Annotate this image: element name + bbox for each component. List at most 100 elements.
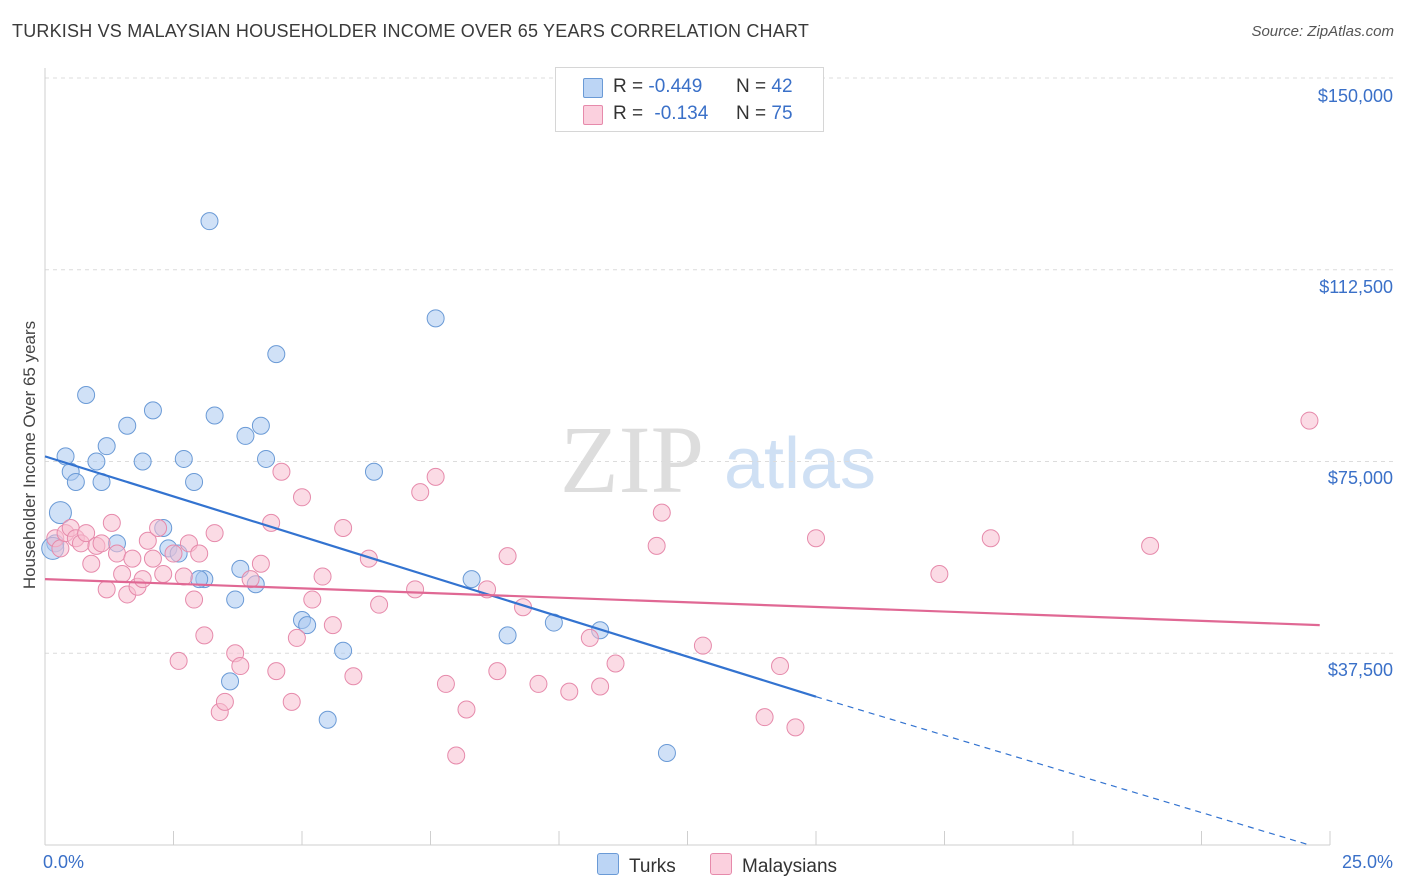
bottom-legend-swatch-turks bbox=[597, 853, 619, 875]
point-malaysians-47 bbox=[359, 549, 378, 568]
point-malaysians-38 bbox=[272, 462, 291, 481]
point-malaysians-12 bbox=[107, 544, 126, 563]
legend-swatch-turks bbox=[583, 78, 603, 98]
point-turks-10 bbox=[118, 416, 137, 435]
point-malaysians-33 bbox=[231, 657, 250, 676]
point-turks-28 bbox=[267, 345, 286, 364]
point-turks-27 bbox=[257, 449, 276, 468]
point-malaysians-69 bbox=[786, 718, 805, 737]
point-malaysians-49 bbox=[406, 580, 425, 599]
legend-n-value-turks: 42 bbox=[771, 76, 793, 97]
point-malaysians-35 bbox=[251, 554, 270, 573]
point-malaysians-41 bbox=[293, 488, 311, 507]
point-turks-17 bbox=[185, 472, 204, 491]
point-malaysians-57 bbox=[498, 547, 517, 566]
legend-r-value-turks: -0.449 bbox=[648, 76, 703, 97]
y-tick-label-75000: $75,000 bbox=[1327, 468, 1393, 488]
watermark-atlas: atlas bbox=[724, 424, 876, 504]
point-malaysians-45 bbox=[334, 518, 353, 537]
bottom-legend-label-malaysians: Malaysians bbox=[742, 856, 838, 877]
point-malaysians-52 bbox=[436, 674, 455, 693]
legend-r-value-malaysians: -0.134 bbox=[654, 103, 709, 124]
trend-line-turks-extension bbox=[815, 696, 1310, 846]
point-malaysians-48 bbox=[370, 595, 389, 614]
legend-n-label: N = bbox=[736, 103, 767, 124]
point-turks-19 bbox=[200, 212, 219, 231]
legend-swatch-malaysians bbox=[583, 105, 603, 125]
point-turks-16 bbox=[174, 449, 193, 468]
point-malaysians-68 bbox=[771, 657, 790, 676]
point-malaysians-64 bbox=[647, 536, 666, 555]
point-malaysians-67 bbox=[755, 708, 774, 727]
point-malaysians-23 bbox=[169, 651, 188, 670]
point-malaysians-44 bbox=[323, 616, 342, 635]
point-malaysians-34 bbox=[241, 570, 260, 589]
point-turks-36 bbox=[498, 626, 517, 645]
point-malaysians-51 bbox=[426, 467, 445, 486]
legend-n-label: N = bbox=[736, 76, 767, 97]
chart-source: Source: ZipAtlas.com bbox=[1251, 23, 1394, 40]
legend-row-turks: R = -0.449 N = 42 bbox=[556, 75, 823, 101]
correlation-legend: R = -0.449 N = 42 R = -0.134 N = 75 bbox=[555, 67, 824, 132]
chart-title: TURKISH VS MALAYSIAN HOUSEHOLDER INCOME … bbox=[12, 21, 810, 41]
x-tick-label-min: 0.0% bbox=[43, 852, 85, 872]
series-turks bbox=[41, 212, 676, 762]
point-turks-34 bbox=[426, 309, 445, 328]
point-malaysians-53 bbox=[447, 746, 466, 765]
bottom-legend-swatch-malaysians bbox=[710, 853, 732, 875]
point-malaysians-42 bbox=[303, 590, 322, 609]
bottom-legend-turks: Turks bbox=[597, 853, 676, 878]
point-malaysians-1 bbox=[51, 539, 70, 558]
point-malaysians-17 bbox=[133, 570, 152, 589]
point-malaysians-74 bbox=[1141, 536, 1160, 555]
point-turks-39 bbox=[657, 743, 676, 762]
point-malaysians-9 bbox=[92, 534, 111, 553]
point-malaysians-50 bbox=[411, 483, 430, 502]
point-malaysians-28 bbox=[195, 626, 214, 645]
point-malaysians-7 bbox=[82, 554, 101, 573]
point-malaysians-27 bbox=[190, 544, 209, 563]
point-malaysians-6 bbox=[77, 524, 96, 543]
point-turks-20 bbox=[205, 406, 224, 425]
x-tick-label-max: 25.0% bbox=[1341, 852, 1393, 872]
point-malaysians-31 bbox=[215, 692, 234, 711]
y-tick-label-150000: $150,000 bbox=[1317, 86, 1393, 106]
legend-row-malaysians: R = -0.134 N = 75 bbox=[556, 102, 823, 128]
point-malaysians-56 bbox=[488, 662, 507, 681]
point-malaysians-70 bbox=[807, 529, 825, 548]
trend-lines bbox=[44, 455, 1320, 846]
point-turks-35 bbox=[462, 570, 481, 589]
trend-line-malaysians bbox=[44, 578, 1320, 627]
point-malaysians-39 bbox=[282, 692, 301, 711]
point-malaysians-22 bbox=[164, 544, 183, 563]
point-malaysians-71 bbox=[930, 564, 949, 583]
point-turks-5 bbox=[77, 386, 96, 405]
point-malaysians-21 bbox=[154, 564, 173, 583]
point-turks-32 bbox=[334, 641, 353, 660]
point-malaysians-26 bbox=[185, 590, 204, 609]
point-malaysians-72 bbox=[981, 529, 1000, 548]
trend-line-turks bbox=[44, 455, 817, 698]
point-malaysians-37 bbox=[267, 662, 286, 681]
point-malaysians-66 bbox=[693, 636, 712, 655]
point-turks-11 bbox=[133, 452, 152, 471]
point-malaysians-60 bbox=[560, 682, 579, 701]
legend-r-label: R = bbox=[613, 76, 644, 97]
watermark-zip: ZIP bbox=[560, 406, 704, 513]
point-turks-30 bbox=[298, 616, 317, 635]
point-malaysians-73 bbox=[1300, 411, 1319, 430]
point-turks-8 bbox=[97, 437, 116, 456]
point-malaysians-46 bbox=[344, 667, 363, 686]
bottom-legend-label-turks: Turks bbox=[629, 856, 676, 877]
point-malaysians-15 bbox=[123, 549, 142, 568]
bottom-legend-malaysians: Malaysians bbox=[710, 853, 837, 878]
watermark: ZIP atlas bbox=[560, 406, 876, 513]
y-tick-label-112500: $112,500 bbox=[1319, 277, 1393, 297]
point-turks-31 bbox=[318, 710, 337, 729]
point-malaysians-10 bbox=[97, 580, 116, 599]
point-malaysians-54 bbox=[457, 700, 476, 719]
point-malaysians-18 bbox=[138, 531, 157, 550]
point-malaysians-65 bbox=[652, 503, 671, 522]
point-turks-22 bbox=[226, 590, 245, 609]
